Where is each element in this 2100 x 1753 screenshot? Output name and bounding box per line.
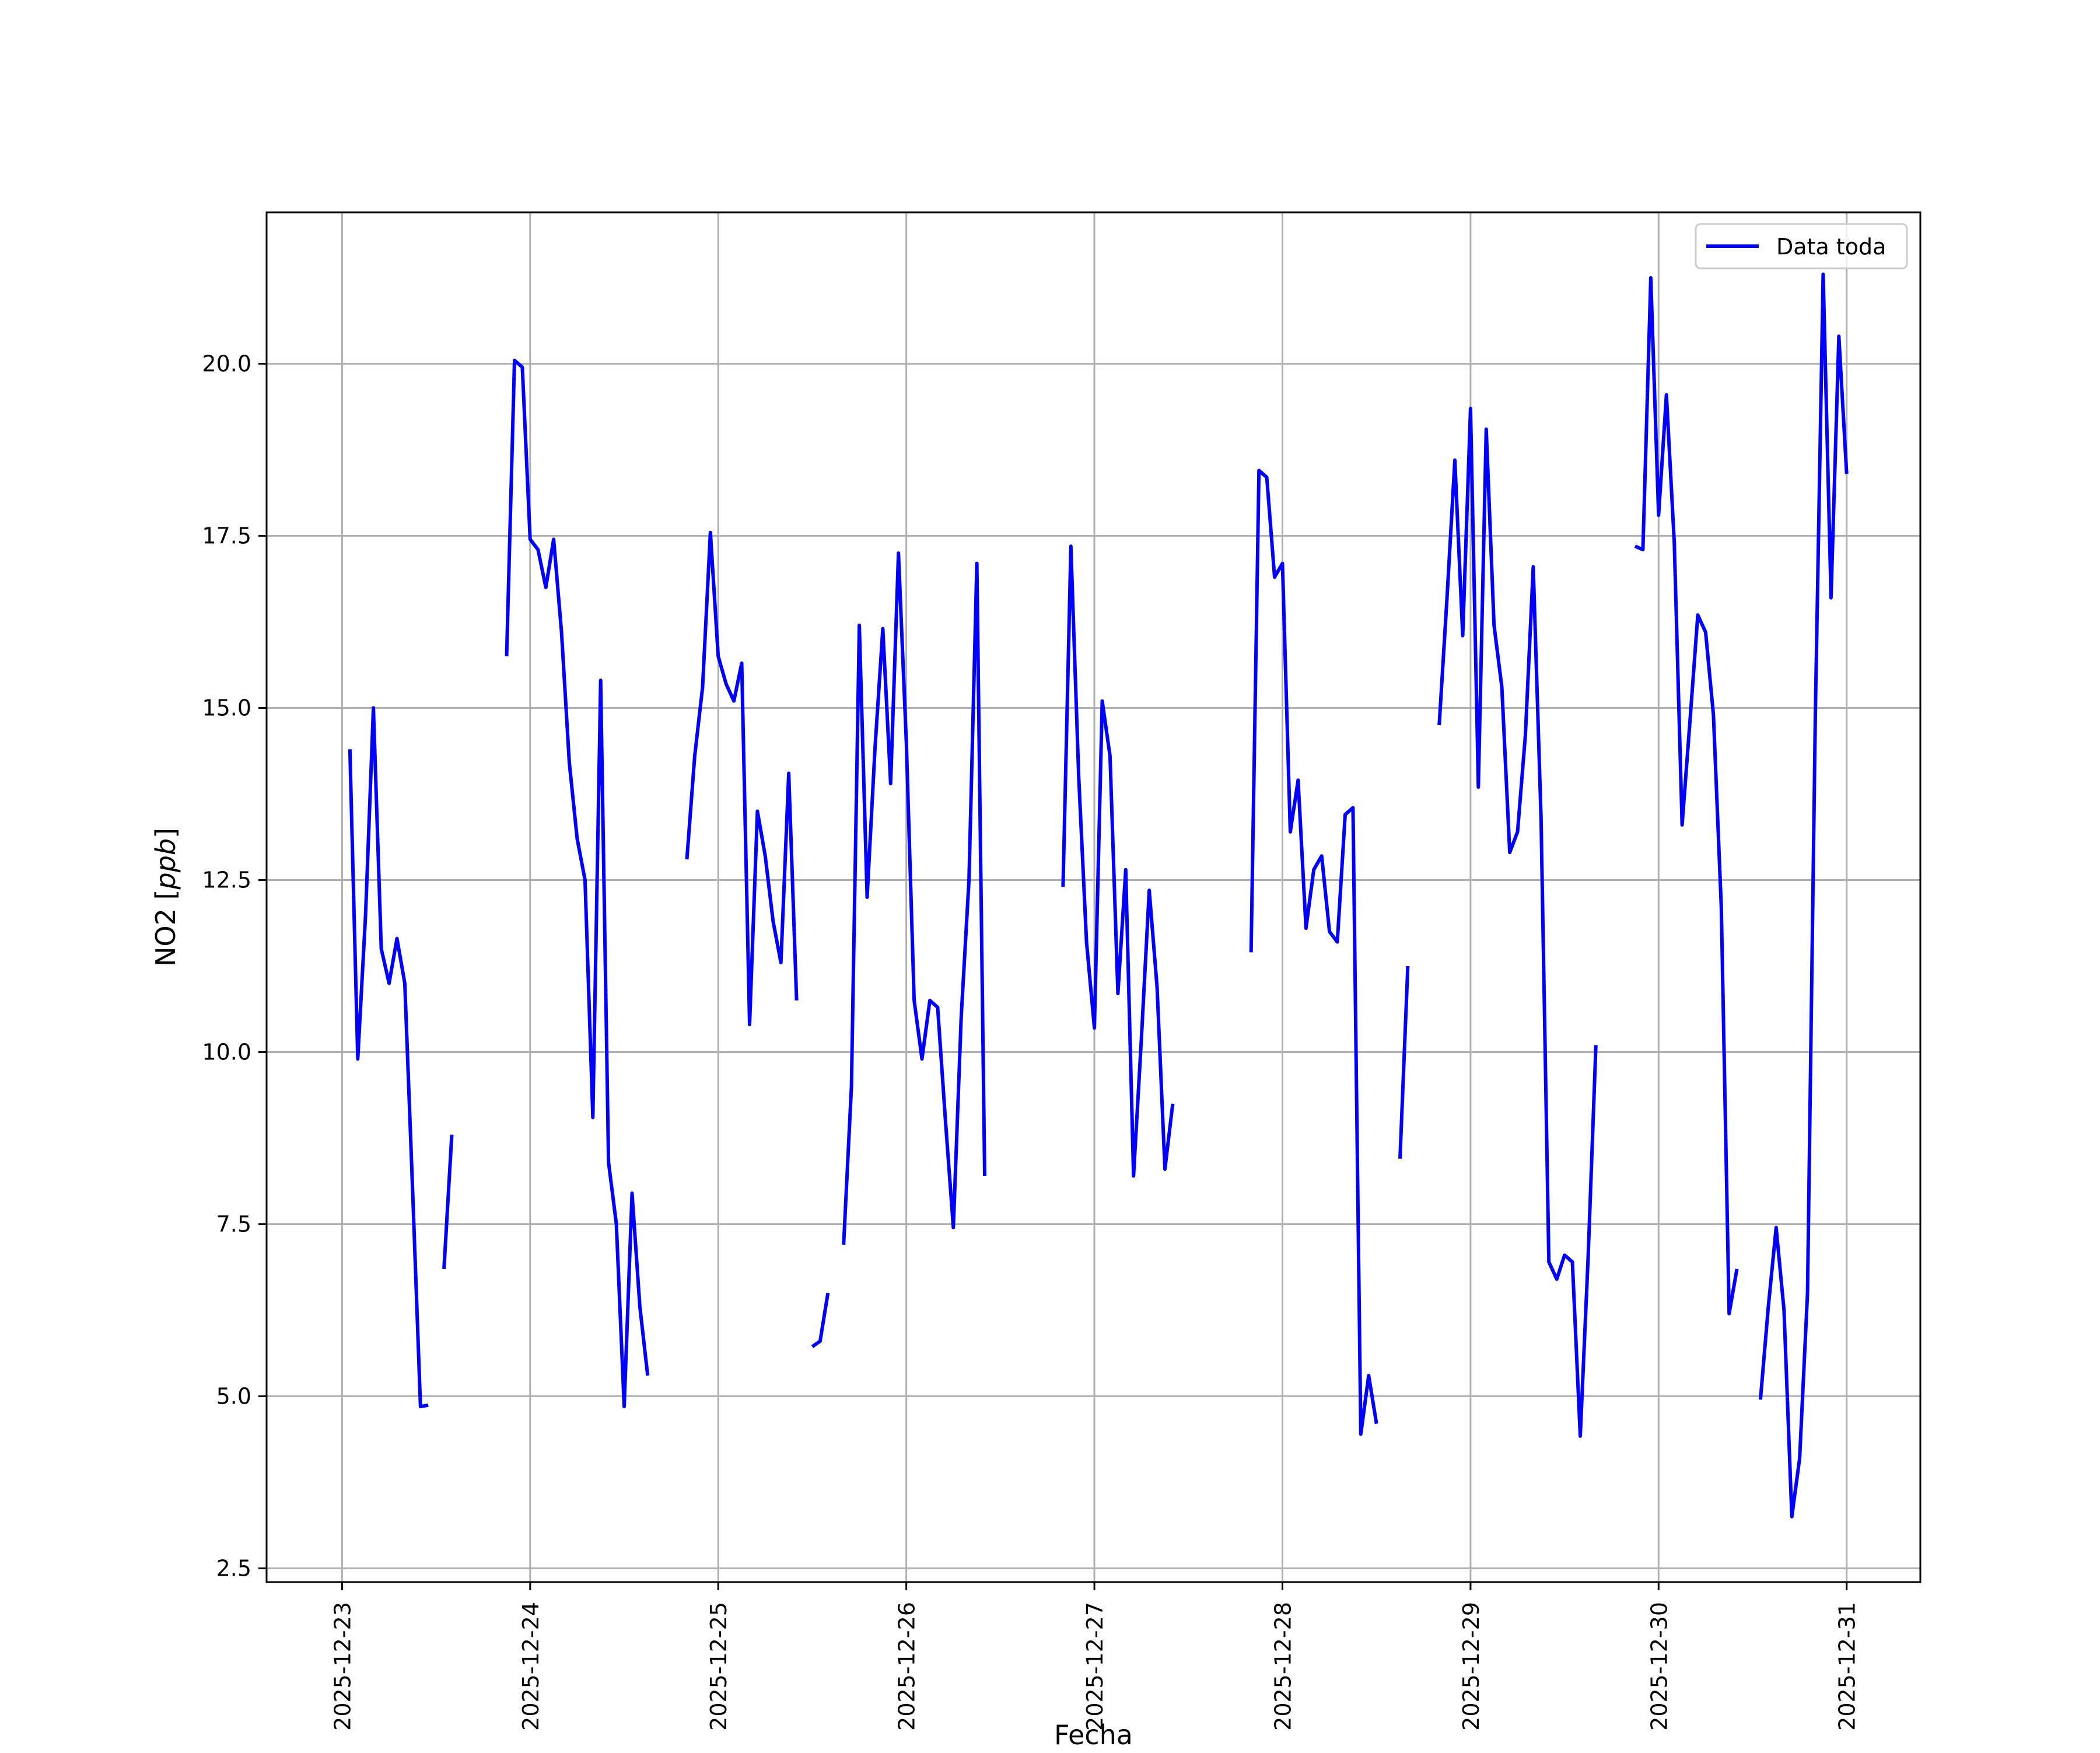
y-tick-label: 17.5 (202, 523, 251, 549)
y-tick-label: 2.5 (216, 1555, 251, 1581)
series-line-segment (811, 1292, 830, 1348)
grid (267, 212, 1920, 1582)
y-tick-label: 7.5 (216, 1211, 251, 1237)
axes-frame (265, 211, 1922, 1583)
series-layer (348, 272, 1849, 1518)
x-tick-label: 2025-12-29 (1458, 1602, 1484, 1731)
y-tick-label: 20.0 (202, 351, 251, 377)
x-tick-label: 2025-12-28 (1270, 1602, 1296, 1731)
x-tick-label: 2025-12-23 (330, 1602, 355, 1731)
series-line-segment (1634, 276, 1739, 1315)
x-tick-label: 2025-12-30 (1646, 1602, 1672, 1731)
x-tick-label: 2025-12-26 (894, 1602, 920, 1731)
legend-box (1695, 223, 1908, 270)
series-line-segment (685, 530, 799, 1027)
y-tick-label: 10.0 (202, 1039, 251, 1065)
series-line-segment (348, 706, 429, 1409)
x-tick-label: 2025-12-31 (1835, 1602, 1860, 1731)
y-tick-label: 15.0 (202, 695, 251, 721)
x-axis-label: Fecha (1054, 1719, 1133, 1750)
y-axis-label-text: NO2 [ (150, 890, 181, 967)
x-tick-label: 2025-12-25 (706, 1602, 732, 1731)
series-line-segment (1061, 544, 1175, 1178)
series-line-segment (1758, 272, 1849, 1518)
y-tick-label: 12.5 (202, 867, 251, 893)
x-tick-label: 2025-12-27 (1082, 1602, 1108, 1731)
legend-label: Data toda (1776, 234, 1886, 260)
x-tick-label: 2025-12-24 (518, 1602, 544, 1731)
ticks: 2025-12-23 2025-12-24 2025-12-25 2025-12-26… (202, 351, 1860, 1731)
y-axis-label: NO2 [ppb] (150, 828, 181, 967)
y-axis-label-unit: ppb (150, 838, 181, 890)
series-line-segment (1437, 407, 1598, 1438)
series-line-segment (1398, 965, 1410, 1159)
y-tick-label: 5.0 (216, 1383, 251, 1409)
legend: Data toda (1695, 223, 1908, 270)
series-line-segment (442, 1134, 454, 1269)
series-line-segment (842, 551, 986, 1245)
series-line-segment (1249, 468, 1378, 1436)
series-line-segment (505, 358, 650, 1409)
y-axis-label-bracket: ] (150, 828, 181, 838)
